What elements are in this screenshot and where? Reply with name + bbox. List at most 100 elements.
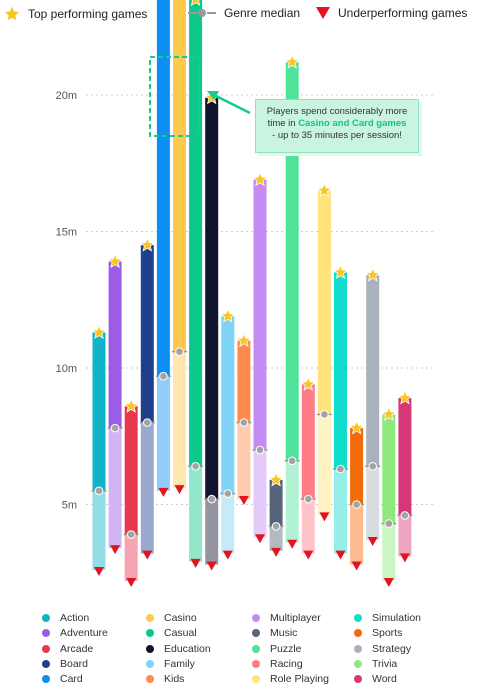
legend-label: Racing (270, 657, 303, 670)
top-star-icon (268, 471, 284, 487)
median-marker (239, 418, 249, 427)
median-marker (352, 500, 361, 509)
bar-lower-role-playing (317, 414, 331, 516)
legend-item-kids: Kids (146, 673, 184, 685)
top-star-icon (139, 237, 156, 252)
bar-lower-arcade (124, 534, 138, 581)
legend-label: Simulation (372, 612, 422, 624)
legend-swatch (354, 675, 362, 684)
median-marker (110, 423, 120, 433)
legend-item-casual: Casual (146, 627, 197, 639)
bar-upper-family (221, 316, 235, 494)
median-marker (384, 519, 394, 528)
bar-upper-puzzle (285, 62, 299, 461)
legend-swatch (146, 644, 154, 653)
median-marker (304, 494, 313, 504)
bar-music (268, 471, 284, 557)
bar-upper-arcade (124, 406, 138, 535)
legend-item-trivia: Trivia (354, 658, 397, 670)
bar-lower-education (205, 499, 219, 565)
top-star-icon (397, 389, 413, 405)
bar-casino (172, 0, 187, 495)
legend-label: Board (60, 657, 89, 670)
bar-upper-card (156, 0, 170, 377)
top-star-icon (91, 324, 107, 340)
legend-label: Strategy (372, 642, 412, 655)
legend-label: Family (164, 657, 195, 670)
y-axis-ticks: 5m10m15m20m25m30m35m (56, 90, 77, 512)
legend-item-board: Board (42, 658, 88, 670)
median-marker (320, 410, 329, 419)
legend-swatch (252, 675, 260, 684)
legend-swatch (42, 659, 50, 668)
bar-arcade (123, 398, 139, 587)
bar-lower-casual (189, 466, 203, 562)
top-star-icon (332, 264, 349, 279)
bar-lower-board (140, 422, 154, 554)
legend-item-word: Word (354, 673, 397, 685)
legend-label: Role Playing (270, 673, 329, 686)
bar-upper-adventure (108, 261, 122, 429)
y-tick-label: 10m (56, 363, 77, 375)
under-triangle-icon (174, 485, 185, 495)
legend-label: Card (60, 673, 83, 686)
down-triangle-icon (316, 7, 330, 19)
bar-word (397, 389, 413, 563)
legend-item-role-playing: Role Playing (252, 673, 329, 685)
under-triangle-icon (190, 558, 201, 568)
chart-canvas: 5m10m15m20m25m30m35m (56, 0, 436, 587)
under-triangle-icon (255, 534, 265, 544)
legend-item-arcade: Arcade (42, 643, 93, 655)
star-icon (4, 6, 20, 21)
median-marker (143, 418, 152, 427)
legend-swatch (354, 659, 362, 668)
y-tick-label: 20m (56, 90, 77, 102)
bar-lower-kids (237, 422, 251, 500)
under-triangle-icon (303, 550, 314, 560)
legend-swatch (354, 629, 362, 638)
top-star-icon (300, 376, 316, 391)
under-triangle-icon (351, 561, 362, 571)
median-marker (159, 371, 168, 381)
legend-swatch (252, 614, 260, 622)
legend-swatch (146, 659, 154, 668)
callout-line-1: Players spend considerably more (266, 106, 408, 117)
bar-lower-family (221, 493, 235, 554)
bar-lower-trivia (382, 523, 396, 581)
callout-arrow (207, 91, 251, 115)
bar-puzzle (284, 54, 300, 549)
bar-upper-simulation (334, 272, 347, 470)
bar-trivia (381, 406, 397, 587)
callout-line-2-pre: time in (267, 118, 299, 129)
top-legend-item-median: Genre median (188, 6, 300, 20)
callout-box: Players spend considerably more time in … (255, 99, 419, 153)
bar-action (91, 324, 107, 577)
under-triangle-icon (126, 577, 137, 587)
under-triangle-icon (319, 512, 330, 522)
legend-label: Multiplayer (270, 612, 321, 624)
top-star-icon (123, 398, 139, 413)
legend-item-casino: Casino (146, 612, 197, 624)
bar-education (203, 89, 220, 571)
median-marker (94, 486, 104, 496)
top-star-icon (365, 267, 381, 282)
bar-lower-word (398, 515, 412, 557)
bar-upper-sports (350, 428, 364, 505)
bar-upper-word (398, 398, 412, 516)
legend-swatch (146, 629, 154, 638)
bar-lower-puzzle (285, 460, 299, 543)
legend-item-family: Family (146, 658, 195, 670)
bar-adventure (107, 253, 123, 555)
legend-label: Casual (164, 627, 197, 640)
median-marker (207, 494, 216, 504)
bar-kids (236, 332, 252, 506)
legend-item-education: Education (146, 643, 211, 655)
under-triangle-icon (271, 547, 282, 557)
under-triangle-icon (206, 561, 217, 571)
top-legend-label: Top performing games (28, 6, 148, 21)
top-star-icon (348, 420, 365, 435)
highlight-box (149, 56, 200, 137)
bar-upper-casino (173, 0, 186, 352)
legend-label: Adventure (60, 627, 108, 640)
legend-swatch (42, 675, 50, 684)
